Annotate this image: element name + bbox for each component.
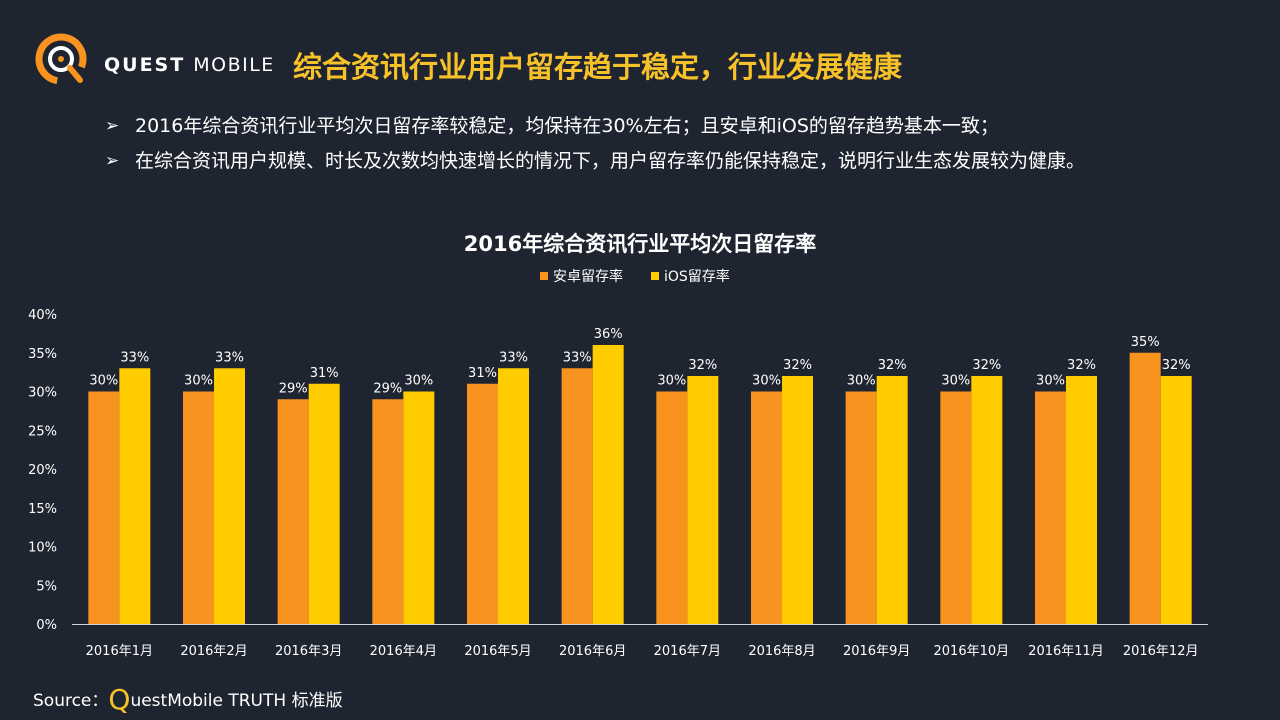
bar-android [372,399,404,624]
y-tick-label: 15% [28,502,57,517]
bar-android [88,391,120,624]
legend-label-android: 安卓留存率 [553,269,623,285]
data-label-android: 30% [941,374,970,389]
x-tick-label: 2016年2月 [180,644,247,659]
legend-item-ios: iOS留存率 [651,266,730,286]
data-label-android: 33% [563,350,592,365]
x-tick-label: 2016年1月 [86,644,153,659]
arrow-bullet-icon: ➢ [105,151,120,171]
chart-legend: 安卓留存率 iOS留存率 [540,266,730,286]
data-label-android: 31% [468,366,497,381]
bar-ios [308,383,340,624]
data-label-ios: 33% [499,350,528,365]
legend-label-ios: iOS留存率 [664,269,730,285]
legend-item-android: 安卓留存率 [540,266,623,286]
bar-ios [119,368,151,624]
arrow-bullet-icon: ➢ [105,116,120,136]
legend-swatch-android [540,272,548,280]
source-prefix: Source： [33,691,109,711]
x-tick-label: 2016年11月 [1028,644,1104,659]
data-label-android: 30% [752,374,781,389]
x-tick-label: 2016年6月 [559,644,626,659]
bar-ios [782,376,813,624]
logo-word-mobile: MOBILE [193,54,275,76]
bullet-list: ➢ 2016年综合资讯行业平均次日留存率较稳定，均保持在30%左右；且安卓和iO… [105,110,1175,180]
source-note: Source：QuestMobile TRUTH 标准版 [33,680,343,716]
bar-android [1035,391,1066,624]
data-label-ios: 36% [594,327,623,342]
y-tick-label: 30% [28,386,57,401]
bullet-text: 在综合资讯用户规模、时长及次数均快速增长的情况下，用户留存率仍能保持稳定，说明行… [135,150,1086,172]
page-title: 综合资讯行业用户留存趋于稳定，行业发展健康 [293,50,903,84]
bar-ios [1066,376,1097,624]
legend-swatch-ios [651,272,659,280]
y-tick-label: 5% [36,579,57,594]
data-label-android: 35% [1131,335,1160,350]
data-label-ios: 31% [310,366,339,381]
bar-android [656,391,688,624]
x-tick-label: 2016年9月 [843,644,910,659]
x-tick-label: 2016年5月 [464,644,531,659]
bar-ios [498,368,529,624]
data-label-ios: 33% [215,350,244,365]
data-label-ios: 32% [878,358,907,373]
bullet-text: 2016年综合资讯行业平均次日留存率较稳定，均保持在30%左右；且安卓和iOS的… [135,115,999,137]
bar-ios [403,391,435,624]
x-tick-label: 2016年3月 [275,644,342,659]
source-name: uestMobile TRUTH 标准版 [130,691,343,711]
data-label-ios: 33% [120,350,149,365]
data-label-android: 30% [1036,374,1065,389]
y-tick-label: 0% [36,618,57,633]
bar-ios [971,376,1003,624]
bar-ios [592,345,624,624]
quest-mobile-logo: QUEST MOBILE [30,28,300,88]
data-label-ios: 32% [688,358,717,373]
y-tick-label: 20% [28,463,57,478]
x-tick-label: 2016年10月 [934,644,1010,659]
y-tick-label: 10% [28,541,57,556]
x-tick-label: 2016年12月 [1123,644,1199,659]
source-q-letter: Q [108,683,131,716]
data-label-ios: 30% [404,374,433,389]
bar-android [183,391,214,624]
x-tick-label: 2016年7月 [654,644,721,659]
bar-android [940,391,972,624]
data-label-ios: 32% [1162,358,1191,373]
y-tick-label: 40% [28,308,57,323]
bar-ios [687,376,719,624]
logo-wordmark: QUEST MOBILE [104,54,275,76]
data-label-android: 30% [657,374,686,389]
data-label-android: 30% [847,374,876,389]
bullet-item: ➢ 2016年综合资讯行业平均次日留存率较稳定，均保持在30%左右；且安卓和iO… [105,110,1175,143]
data-label-ios: 32% [783,358,812,373]
bar-ios [1160,376,1192,624]
bar-android [751,391,782,624]
bar-android [561,368,593,624]
data-label-ios: 32% [1067,358,1096,373]
data-label-android: 29% [279,381,308,396]
bar-android [1129,352,1161,624]
bullet-item: ➢ 在综合资讯用户规模、时长及次数均快速增长的情况下，用户留存率仍能保持稳定，说… [105,145,1175,178]
data-label-android: 29% [373,381,402,396]
logo-word-quest: QUEST [104,54,186,76]
data-label-ios: 32% [972,358,1001,373]
bar-android [845,391,877,624]
data-label-android: 30% [184,374,213,389]
bar-ios [214,368,245,624]
bar-android [467,383,498,624]
x-tick-label: 2016年4月 [370,644,437,659]
y-tick-label: 25% [28,424,57,439]
x-tick-label: 2016年8月 [748,644,815,659]
y-tick-label: 35% [28,347,57,362]
data-label-android: 30% [89,374,118,389]
bar-ios [876,376,908,624]
quest-mobile-logo-icon [35,33,87,85]
bar-android [277,399,309,624]
chart-title: 2016年综合资讯行业平均次日留存率 [463,232,817,256]
